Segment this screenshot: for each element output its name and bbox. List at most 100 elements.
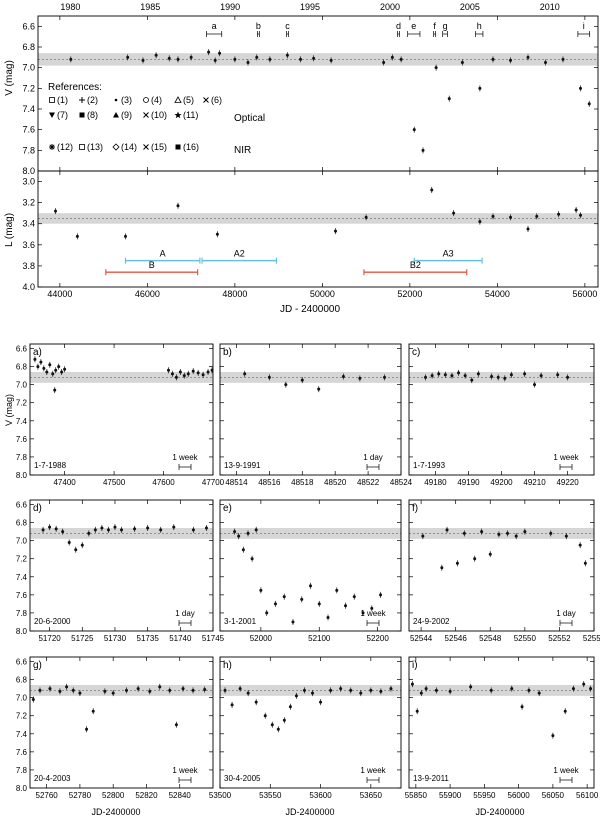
x-tick-label: 49210 [523,478,546,487]
legend-symbol-x-small [143,112,149,118]
data-point [450,374,454,378]
data-point [299,57,302,61]
panel-d: 6.6 6.8 7.0 7.2 7.4 7.6 7.8 8.0 51720 51725 51730 5… [16,499,225,643]
interval-label: e [411,21,416,31]
interval-label: a [212,21,217,31]
legend-symbol-cross [203,97,209,103]
data-point [491,57,495,61]
data-point [563,709,567,713]
legend-ref-6: (6) [211,95,222,105]
data-point [87,531,91,535]
data-point [389,687,393,691]
y-tick-label: 7.0 [22,63,35,73]
data-point [579,86,582,90]
y-tick-label: 7.4 [16,417,28,426]
data-point [509,58,512,62]
data-point [111,691,115,695]
data-point [31,697,35,701]
data-point [497,532,501,536]
data-point [509,373,513,377]
data-point [182,374,186,378]
references-legend: (1) (2) (3) (4) (5) (6) (7) (8) (9) (10) (11) (12) (… [49,95,222,152]
legend-symbol-cross [143,144,149,150]
data-point [574,208,578,212]
data-point [159,528,163,532]
legend-ref-11: (11) [183,110,198,120]
data-point [424,687,428,691]
variability-band [30,685,213,696]
data-point [186,372,190,376]
data-point [583,561,587,565]
y-tick-label: 6.8 [22,42,35,52]
data-point [189,55,193,59]
data-point [170,372,174,376]
data-point [361,611,365,615]
data-point [326,615,330,619]
y-tick-label: 8.0 [16,784,28,793]
data-point [309,584,312,588]
data-point [206,370,210,374]
y-tick-label: 4.0 [22,282,35,292]
v-axis-label: V (mag) [4,60,15,96]
data-point [329,58,333,62]
data-point [526,55,530,59]
panel-frame [219,343,402,476]
data-point [587,102,591,106]
data-point [533,383,537,387]
x-tick-label: 52800 [102,791,125,800]
data-point [75,234,79,238]
legend-ref-1: (1) [57,95,68,105]
y-tick-label: 7.8 [16,453,28,462]
panel-label: b) [223,347,232,358]
data-point [80,543,84,547]
panel-label: e) [223,503,232,514]
x-tick-label: 52100 [308,634,331,643]
data-point [445,528,449,532]
data-point [78,691,82,695]
panel-scale-label: 1 week [553,453,579,462]
data-point [317,387,321,391]
x-tick-label: 44000 [47,289,72,299]
x-tick-label: 50000 [310,289,335,299]
x-tick-label: 48522 [357,478,380,487]
panel-label: i) [412,660,418,671]
x-tick-label: 52840 [169,791,192,800]
legend-ref-12: (12) [57,142,73,152]
y-tick-label: 6.6 [16,501,28,510]
data-point [41,528,45,532]
x-tick-label: 55950 [473,791,496,800]
x-tick-label: 56100 [576,791,599,800]
y-tick-label: 6.8 [16,363,28,372]
data-point [265,611,269,615]
data-point [462,531,466,535]
y-tick-label: 7.2 [16,399,28,408]
top-x-axis-label: JD - 2400000 [280,304,340,315]
data-point [551,734,555,738]
data-point [419,691,423,695]
data-point [312,56,316,60]
panel-frame [408,499,595,632]
panel-h: 53500 53550 53600 53650 h) 30-4-2005 1 week [209,656,402,800]
data-point [48,363,52,367]
data-point [311,691,315,695]
y-tick-label: 7.6 [16,435,28,444]
panel-label: c) [412,347,420,358]
data-point [36,365,40,369]
data-point [544,61,547,64]
data-point [549,531,553,535]
x-tick-label: 53600 [309,791,332,800]
data-point [448,689,452,693]
data-point [447,97,451,101]
x-tick-label: 47700 [202,478,225,487]
panel-date: 20-4-2003 [34,774,71,783]
data-point [535,214,539,218]
y-tick-label: 3.4 [22,219,35,229]
panel-b: 48514 48516 48518 48520 48522 48524 b) 13-9-199… [219,343,413,487]
data-point [437,372,441,376]
year-label: 2010 [540,2,560,12]
x-tick-label: 52780 [69,791,92,800]
x-tick-label: 51720 [38,634,61,643]
data-point [158,685,162,689]
data-point [339,687,343,691]
